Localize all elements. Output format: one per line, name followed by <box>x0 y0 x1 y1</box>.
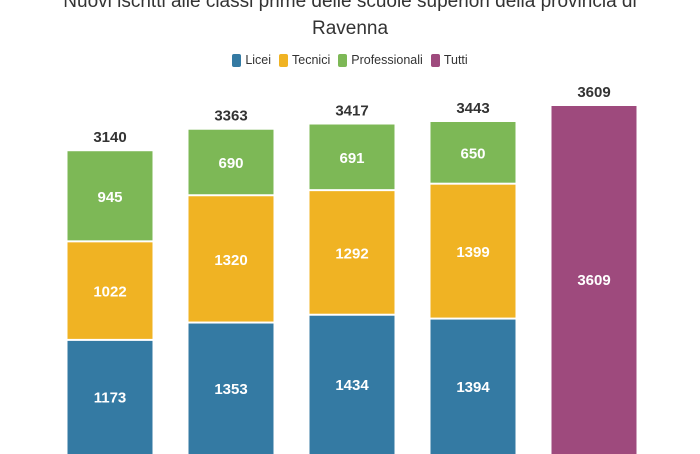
bar-professionali-4[interactable] <box>430 122 516 183</box>
label-professionali-1: 945 <box>97 189 122 206</box>
label-professionali-4: 650 <box>460 145 485 162</box>
bar-professionali-1[interactable] <box>67 151 153 241</box>
label-licei-3: 1434 <box>335 377 369 394</box>
total-label-1: 3140 <box>93 129 126 146</box>
label-tutti-5: 3609 <box>577 272 610 289</box>
legend-swatch-tutti <box>430 53 440 67</box>
label-licei-1: 1173 <box>94 389 127 406</box>
bar-tecnici-4[interactable] <box>430 184 516 318</box>
legend-label-tecnici: Tecnici <box>292 53 331 67</box>
chart-title-line-1: Nuovi iscritti alle classi prime delle s… <box>63 0 637 12</box>
label-licei-4: 1394 <box>456 379 490 396</box>
legend-item-tecnici[interactable]: Tecnici <box>279 53 330 67</box>
bar-licei-2[interactable] <box>188 323 274 454</box>
label-tecnici-4: 1399 <box>456 244 489 261</box>
legend-item-licei[interactable]: Licei <box>232 53 271 67</box>
bar-tecnici-1[interactable] <box>67 242 153 339</box>
chart-title: Nuovi iscritti alle classi prime delle s… <box>0 0 700 42</box>
label-tecnici-2: 1320 <box>214 252 247 269</box>
label-tecnici-3: 1292 <box>335 245 368 262</box>
bar-tecnici-2[interactable] <box>188 196 274 322</box>
label-licei-2: 1353 <box>214 381 247 398</box>
bar-tutti-5[interactable] <box>551 106 637 454</box>
bar-licei-4[interactable] <box>430 319 516 454</box>
bar-tecnici-3[interactable] <box>309 191 395 314</box>
legend-label-licei: Licei <box>245 53 272 67</box>
label-professionali-3: 691 <box>339 150 364 167</box>
total-label-5: 3609 <box>577 84 610 101</box>
legend-swatch-tecnici <box>279 53 289 67</box>
legend-swatch-licei <box>232 53 242 67</box>
bar-licei-1[interactable] <box>67 340 153 454</box>
legend: Licei Tecnici Professionali Tutti <box>0 53 700 67</box>
legend-item-tutti[interactable]: Tutti <box>430 53 468 67</box>
bar-professionali-2[interactable] <box>188 129 274 195</box>
bar-professionali-3[interactable] <box>309 124 395 190</box>
total-label-3: 3417 <box>335 103 368 120</box>
legend-label-professionali: Professionali <box>351 53 423 67</box>
legend-swatch-professionali <box>338 53 348 67</box>
chart-title-line-2: Ravenna <box>311 18 389 39</box>
label-professionali-2: 690 <box>218 155 243 172</box>
label-tecnici-1: 1022 <box>93 284 126 301</box>
total-label-2: 3363 <box>214 108 247 125</box>
legend-item-professionali[interactable]: Professionali <box>338 53 423 67</box>
bar-licei-3[interactable] <box>309 315 395 454</box>
legend-label-tutti: Tutti <box>443 53 468 67</box>
total-label-4: 3443 <box>456 100 489 117</box>
